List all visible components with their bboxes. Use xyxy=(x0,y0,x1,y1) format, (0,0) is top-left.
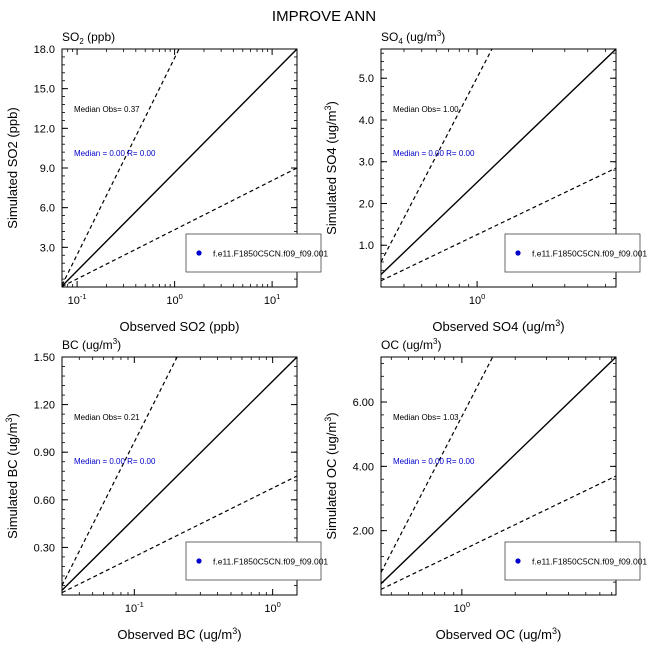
y-tick-label: 3.0 xyxy=(359,157,374,169)
line-1to1 xyxy=(381,357,616,585)
median-obs-annotation: Median Obs= 1.03 xyxy=(393,413,459,422)
line-1to2 xyxy=(381,475,616,590)
legend-box xyxy=(185,541,322,581)
panel-1: 10-1 100 101 3.0 6.0 9.0 12.0 15.0 18.0 SO2 (ppb)… xyxy=(5,30,328,334)
y-tick-label: 2.00 xyxy=(353,526,374,538)
x-tick-label: 100 xyxy=(454,600,470,615)
line-1to1 xyxy=(381,49,616,275)
reference-lines xyxy=(381,49,616,282)
median-obs-annotation: Median Obs= 0.37 xyxy=(74,105,140,114)
panel-3: 10-1 100 0.30 0.60 0.90 1.20 1.50 BC (ug/m3) Obs… xyxy=(4,337,328,642)
line-1to2 xyxy=(62,167,297,287)
y-tick-label: 9.0 xyxy=(40,163,55,175)
legend-label: f.e11.F1850C5CN.f09_f09.001 xyxy=(213,249,328,259)
line-1to2 xyxy=(62,475,297,594)
plot-frame xyxy=(61,356,298,596)
reference-lines xyxy=(62,357,297,594)
y-tick-label: 18.0 xyxy=(34,44,55,56)
x-tick-label: 100 xyxy=(469,292,485,307)
legend-box xyxy=(504,233,641,273)
x-axis-label: Observed SO2 (ppb) xyxy=(120,319,240,334)
reference-lines xyxy=(62,49,297,287)
line-2to1 xyxy=(62,357,178,586)
plot-frame xyxy=(380,48,617,288)
median-r-annotation: Median = 0.00 R= 0.00 xyxy=(393,457,475,466)
x-axis-label: Observed BC (ug/m3) xyxy=(117,626,241,642)
figure-title: IMPROVE ANN xyxy=(271,8,377,25)
median-r-annotation: Median = 0.00 R= 0.00 xyxy=(393,149,475,158)
line-1to1 xyxy=(62,357,297,591)
y-tick-label: 5.0 xyxy=(359,73,374,85)
legend-label: f.e11.F1850C5CN.f09_f09.001 xyxy=(213,557,328,567)
x-axis-label: Observed SO4 (ug/m3) xyxy=(432,318,564,334)
y-axis-label: Simulated OC (ug/m3) xyxy=(323,412,339,539)
median-obs-annotation: Median Obs= 1.00 xyxy=(393,105,459,114)
panel-title: SO4 (ug/m3) xyxy=(381,29,445,46)
x-tick-label: 10-1 xyxy=(68,292,87,307)
legend-marker xyxy=(515,558,521,564)
panel-4: 100 2.00 4.00 6.00 OC (ug/m3) Observed OC (ug… xyxy=(323,337,647,642)
line-1to2 xyxy=(381,167,616,282)
median-r-annotation: Median = 0.00 R= 0.00 xyxy=(74,149,156,158)
y-tick-label: 1.20 xyxy=(34,400,55,412)
median-obs-annotation: Median Obs= 0.21 xyxy=(74,413,140,422)
legend-box xyxy=(504,541,641,581)
y-tick-label: 0.60 xyxy=(34,495,55,507)
y-axis-label: Simulated SO2 (ppb) xyxy=(5,107,20,228)
y-tick-label: 12.0 xyxy=(34,123,55,135)
line-1to1 xyxy=(62,49,297,287)
plot-frame xyxy=(380,356,617,596)
median-r-annotation: Median = 0.00 R= 0.00 xyxy=(74,457,156,466)
y-tick-label: 2.0 xyxy=(359,198,374,210)
y-tick-label: 0.90 xyxy=(34,447,55,459)
x-axis-label: Observed OC (ug/m3) xyxy=(436,626,562,642)
panel-title: BC (ug/m3) xyxy=(62,337,121,352)
line-2to1 xyxy=(381,49,493,263)
y-tick-label: 1.50 xyxy=(34,352,55,364)
y-tick-label: 3.0 xyxy=(40,242,55,254)
legend-marker xyxy=(196,558,202,564)
panel-title: OC (ug/m3) xyxy=(381,337,441,352)
x-tick-label: 100 xyxy=(166,292,182,307)
y-tick-label: 15.0 xyxy=(34,84,55,96)
panel-title: SO2 (ppb) xyxy=(62,30,115,46)
legend-box xyxy=(185,233,322,273)
y-tick-label: 4.00 xyxy=(353,461,374,473)
y-tick-label: 0.30 xyxy=(34,542,55,554)
y-tick-label: 4.0 xyxy=(359,115,374,127)
reference-lines xyxy=(381,357,616,590)
y-tick-label: 1.0 xyxy=(359,240,374,252)
line-2to1 xyxy=(381,357,494,573)
legend-marker xyxy=(515,250,521,256)
y-tick-label: 6.0 xyxy=(40,203,55,215)
y-tick-label: 6.00 xyxy=(353,397,374,409)
x-tick-label: 101 xyxy=(264,292,280,307)
y-axis-label: Simulated SO4 (ug/m3) xyxy=(323,101,339,235)
legend-label: f.e11.F1850C5CN.f09_f09.001 xyxy=(532,557,647,567)
y-axis-label: Simulated BC (ug/m3) xyxy=(4,413,20,539)
legend-marker xyxy=(196,250,202,256)
panel-2: 100 1.0 2.0 3.0 4.0 5.0 SO4 (ug/m3) Observed SO… xyxy=(323,29,647,334)
legend-label: f.e11.F1850C5CN.f09_f09.001 xyxy=(532,249,647,259)
x-tick-label: 10-1 xyxy=(125,600,144,615)
x-tick-label: 100 xyxy=(264,600,280,615)
